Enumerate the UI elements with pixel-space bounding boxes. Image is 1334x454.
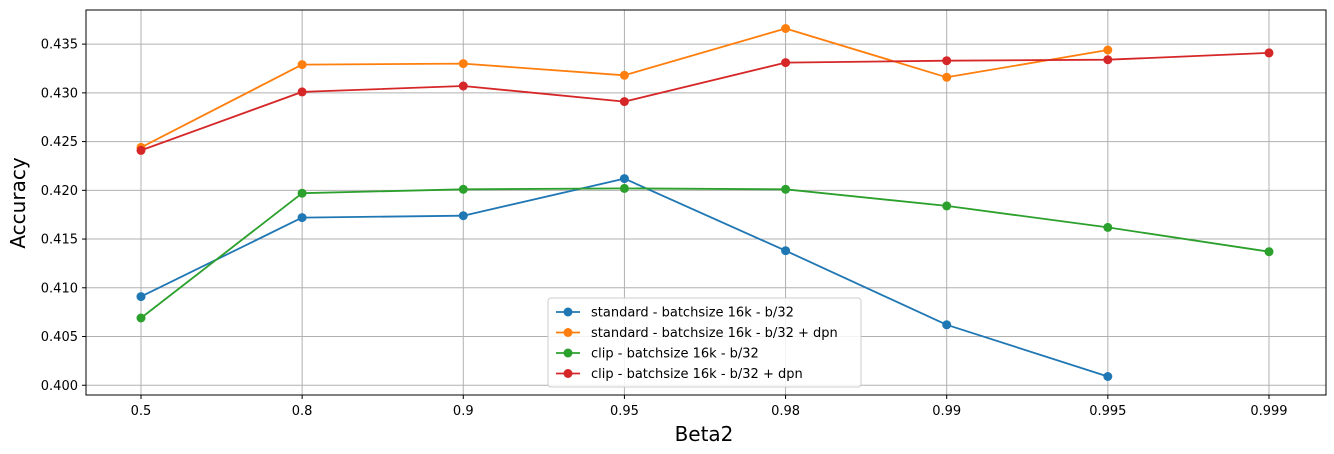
plot-frame: [85, 9, 1327, 396]
legend-item: clip - batchsize 16k - b/32 + dpn: [556, 367, 803, 382]
y-tick-label: 0.410: [41, 281, 78, 296]
data-point: [458, 81, 468, 91]
data-point: [781, 24, 791, 33]
legend-marker: [563, 348, 573, 358]
data-point: [136, 292, 146, 302]
legend: standard - batchsize 16k - b/32 standard …: [547, 297, 862, 388]
data-point: [136, 145, 146, 155]
data-point: [1264, 247, 1274, 257]
data-point: [297, 188, 307, 198]
legend-label: clip - batchsize 16k - b/32 + dpn: [591, 367, 803, 382]
data-point: [781, 58, 791, 68]
legend-item: standard - batchsize 16k - b/32: [556, 306, 794, 321]
data-point: [942, 201, 952, 211]
series-standard-batchsize-16k-b-32-dpn: [136, 24, 1113, 152]
series-standard-batchsize-16k-b-32: [136, 174, 1113, 381]
data-point: [942, 320, 952, 330]
legend-item: standard - batchsize 16k - b/32 + dpn: [556, 326, 838, 341]
x-tick-label: 0.8: [292, 404, 313, 419]
legend-label: clip - batchsize 16k - b/32: [591, 347, 759, 362]
data-point: [619, 183, 629, 193]
data-point: [619, 70, 629, 80]
data-point: [781, 184, 791, 194]
data-point: [942, 72, 952, 82]
data-point: [619, 97, 629, 107]
data-point: [458, 211, 468, 221]
legend-marker: [563, 307, 573, 317]
legend-item: clip - batchsize 16k - b/32: [556, 347, 759, 362]
x-axis-title: Beta2: [675, 422, 734, 446]
data-point: [1103, 222, 1113, 232]
legend-label: standard - batchsize 16k - b/32: [591, 306, 794, 321]
data-point: [136, 313, 146, 323]
x-tick-label: 0.999: [1250, 404, 1287, 419]
y-tick-label: 0.420: [41, 184, 78, 199]
series-line: [140, 52, 1270, 152]
data-point: [297, 87, 307, 97]
data-point: [297, 213, 307, 223]
y-tick-label: 0.425: [41, 135, 78, 150]
series-clip-batchsize-16k-b-32-dpn: [136, 48, 1274, 155]
data-point: [297, 60, 307, 70]
data-point: [619, 174, 629, 184]
x-tick-label: 0.995: [1089, 404, 1126, 419]
y-tick-label: 0.415: [41, 233, 78, 248]
series-clip-batchsize-16k-b-32: [136, 183, 1274, 323]
data-point: [942, 56, 952, 66]
data-point: [1264, 48, 1274, 58]
series-layer: [136, 24, 1274, 381]
x-tick-label: 0.95: [610, 404, 639, 419]
x-tick-label: 0.99: [932, 404, 961, 419]
x-tick-label: 0.98: [771, 404, 800, 419]
y-tick-label: 0.430: [41, 86, 78, 101]
data-point: [1103, 372, 1113, 381]
y-tick-label: 0.400: [41, 379, 78, 394]
x-tick-label: 0.9: [453, 404, 474, 419]
y-tick-label: 0.405: [41, 330, 78, 345]
data-point: [458, 59, 468, 69]
data-point: [781, 246, 791, 256]
y-tick-label: 0.435: [41, 38, 78, 53]
data-point: [1103, 55, 1113, 65]
legend-box: [547, 297, 862, 388]
legend-marker: [563, 328, 573, 337]
legend-marker: [563, 369, 573, 378]
legend-label: standard - batchsize 16k - b/32 + dpn: [591, 326, 838, 341]
data-point: [458, 184, 468, 194]
series-line: [140, 187, 1270, 319]
y-axis-title: Accuracy: [6, 157, 30, 248]
ticks-layer: 0.5 0.8 0.9 0.95 0.98 0.99 0.995 0.999 0.400 0.40…: [41, 38, 1288, 419]
x-tick-label: 0.5: [131, 404, 152, 419]
data-point: [1103, 45, 1113, 55]
